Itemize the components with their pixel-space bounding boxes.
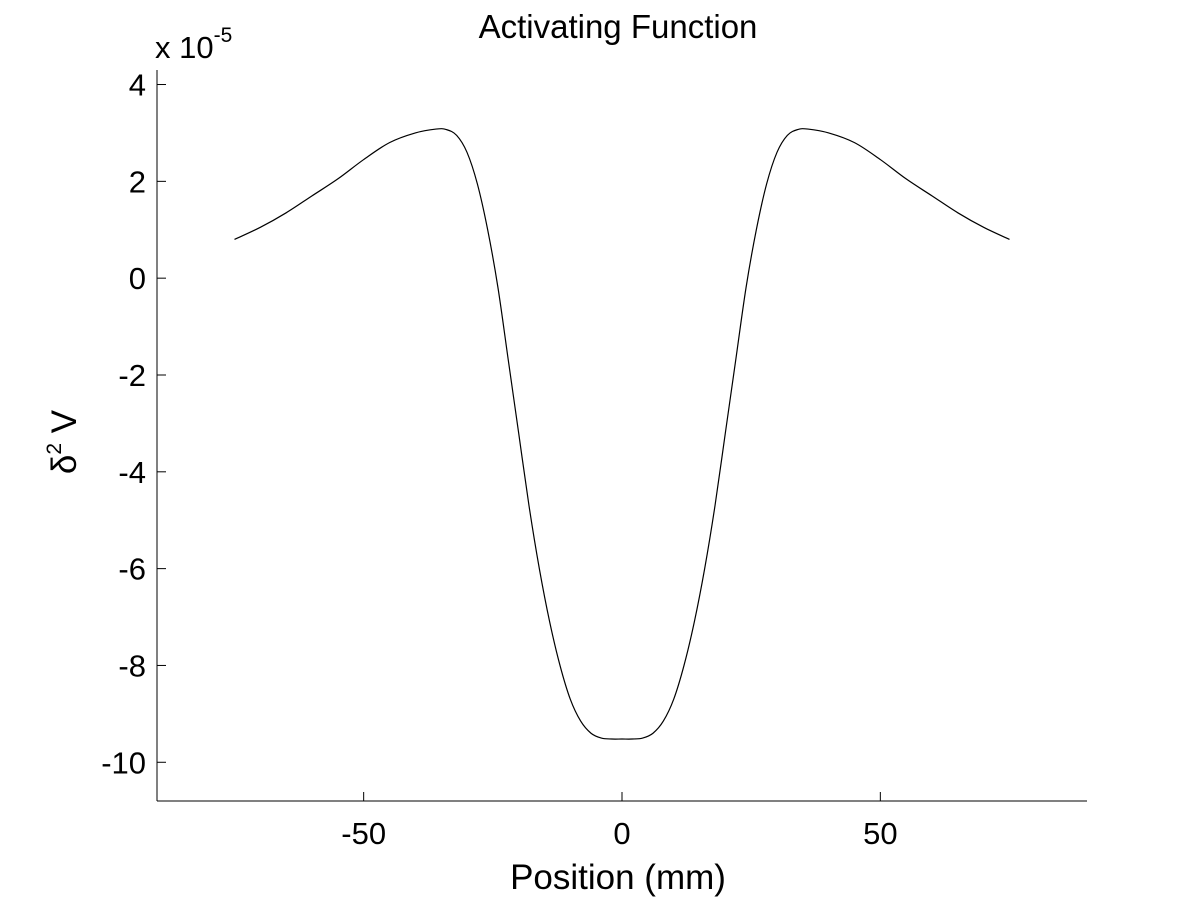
y-multiplier-exponent: -5: [214, 24, 233, 47]
x-ticks: -50 0 50: [341, 792, 898, 851]
y-multiplier-base: x 10: [155, 30, 214, 65]
y-axis-label-symbol: δ: [45, 455, 84, 474]
y-tick-label: -2: [118, 358, 146, 393]
x-tick-label: -50: [341, 816, 386, 851]
y-axis-label-superscript: 2: [43, 443, 66, 455]
y-tick-label: -8: [118, 648, 146, 683]
y-ticks: 4 2 0 -2 -4 -6 -8 -10: [101, 68, 166, 780]
x-tick-label: 50: [863, 816, 897, 851]
plot-area: [234, 128, 1010, 740]
y-axis-label: δ2 V: [43, 409, 84, 474]
y-tick-label: 4: [129, 68, 146, 103]
y-tick-label: 2: [129, 164, 146, 199]
y-tick-label: -10: [101, 745, 146, 780]
y-axis-label-variable: V: [45, 409, 84, 443]
y-tick-label: 0: [129, 261, 146, 296]
y-axis-multiplier: x 10-5: [155, 24, 232, 65]
y-tick-label: -6: [118, 552, 146, 587]
x-axis-label: Position (mm): [510, 858, 726, 897]
axes: [156, 70, 1087, 802]
y-tick-label: -4: [118, 455, 146, 490]
chart-title: Activating Function: [479, 8, 758, 45]
x-tick-label: 0: [613, 816, 630, 851]
data-line: [234, 128, 1010, 740]
